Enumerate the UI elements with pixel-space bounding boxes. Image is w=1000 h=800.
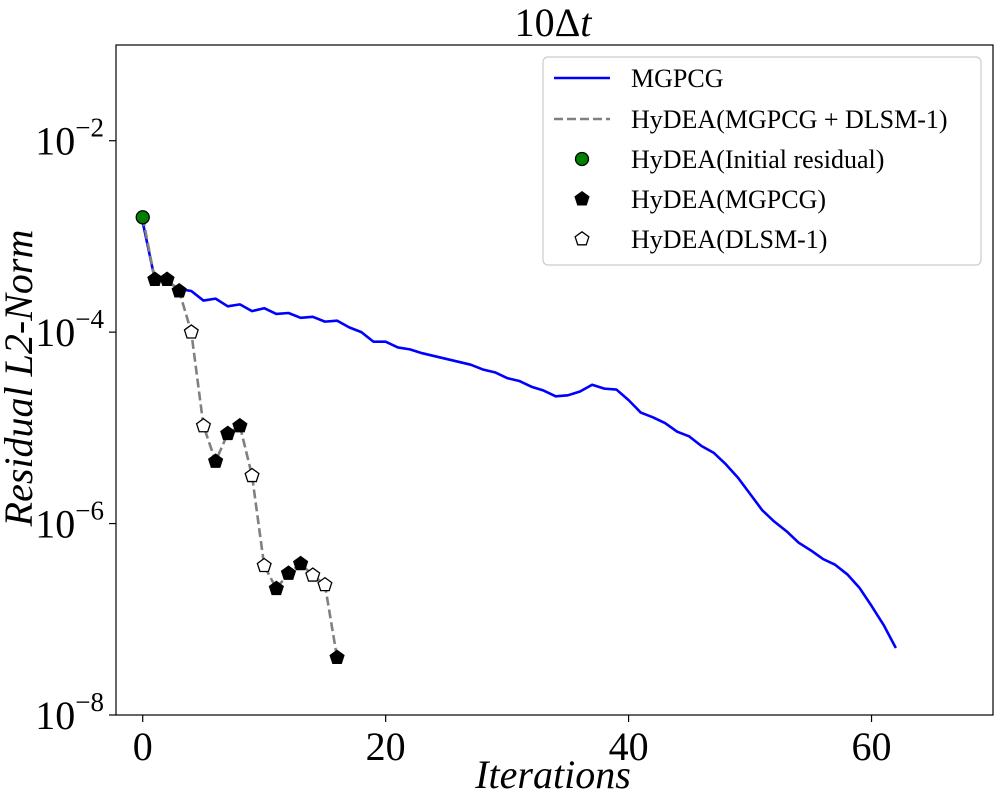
data-point-dlsm bbox=[195, 417, 212, 433]
data-point-mgpcg bbox=[329, 649, 345, 665]
data-point-initial bbox=[135, 210, 150, 225]
legend-label-3: HyDEA(MGPCG) bbox=[631, 185, 826, 214]
legend-box bbox=[542, 56, 982, 266]
data-point-mgpcg bbox=[220, 425, 236, 441]
legend: MGPCG HyDEA(MGPCG + DLSM-1) HyDEA(Initial … bbox=[542, 56, 982, 266]
legend-marker-4 bbox=[574, 230, 590, 246]
data-point-mgpcg bbox=[159, 271, 175, 286]
legend-marker-3 bbox=[574, 190, 590, 206]
legend-marker-2 bbox=[574, 151, 590, 167]
chart-title: 10Δt bbox=[515, 0, 593, 45]
chart-title-var: t bbox=[580, 0, 592, 45]
x-axis: 0 20 40 60 bbox=[133, 715, 892, 769]
y-tick-label: 10−8 bbox=[35, 687, 104, 738]
y-tick-exponent: −2 bbox=[75, 113, 104, 143]
y-tick-exponent: −6 bbox=[75, 496, 104, 526]
y-tick-exponent: −8 bbox=[75, 687, 104, 717]
data-point-dlsm bbox=[305, 567, 321, 582]
plot-frame bbox=[115, 44, 994, 716]
y-tick-label: 10−4 bbox=[35, 304, 104, 355]
y-tick-exponent: −4 bbox=[75, 304, 104, 334]
data-point-dlsm bbox=[256, 557, 272, 573]
data-point-dlsm bbox=[244, 467, 260, 483]
y-tick-label: 10−6 bbox=[35, 496, 104, 547]
data-point-mgpcg bbox=[232, 417, 248, 433]
legend-label-1: HyDEA(MGPCG + DLSM-1) bbox=[631, 105, 948, 134]
y-tick-base: 10 bbox=[35, 119, 75, 164]
marker-layer bbox=[135, 210, 345, 665]
data-point-mgpcg bbox=[171, 282, 187, 298]
data-point-dlsm bbox=[317, 576, 333, 592]
data-point-dlsm bbox=[183, 324, 199, 339]
x-tick-label: 40 bbox=[609, 724, 649, 769]
x-tick-label: 60 bbox=[852, 724, 892, 769]
x-tick-label: 20 bbox=[366, 724, 406, 769]
legend-label-0: MGPCG bbox=[631, 64, 723, 93]
series-line-0 bbox=[141, 221, 897, 649]
y-tick-base: 10 bbox=[35, 310, 75, 355]
y-axis-title: Residual L2-Norm bbox=[0, 230, 41, 528]
y-tick-label: 10−2 bbox=[35, 113, 104, 164]
data-point-mgpcg bbox=[293, 555, 309, 571]
data-point-mgpcg bbox=[280, 565, 297, 580]
svg-text:10Δt: 10Δt bbox=[515, 0, 593, 45]
chart-title-main: 10Δ bbox=[515, 0, 581, 45]
data-point-mgpcg bbox=[268, 580, 284, 596]
x-axis-title: Iterations bbox=[474, 752, 631, 797]
legend-label-2: HyDEA(Initial residual) bbox=[631, 145, 884, 174]
y-tick-base: 10 bbox=[35, 502, 75, 547]
legend-label-4: HyDEA(DLSM-1) bbox=[631, 225, 827, 254]
y-tick-base: 10 bbox=[35, 693, 75, 738]
y-axis: 10−810−610−410−2 bbox=[35, 113, 116, 738]
data-point-mgpcg bbox=[207, 453, 224, 468]
x-tick-label: 0 bbox=[133, 724, 153, 769]
